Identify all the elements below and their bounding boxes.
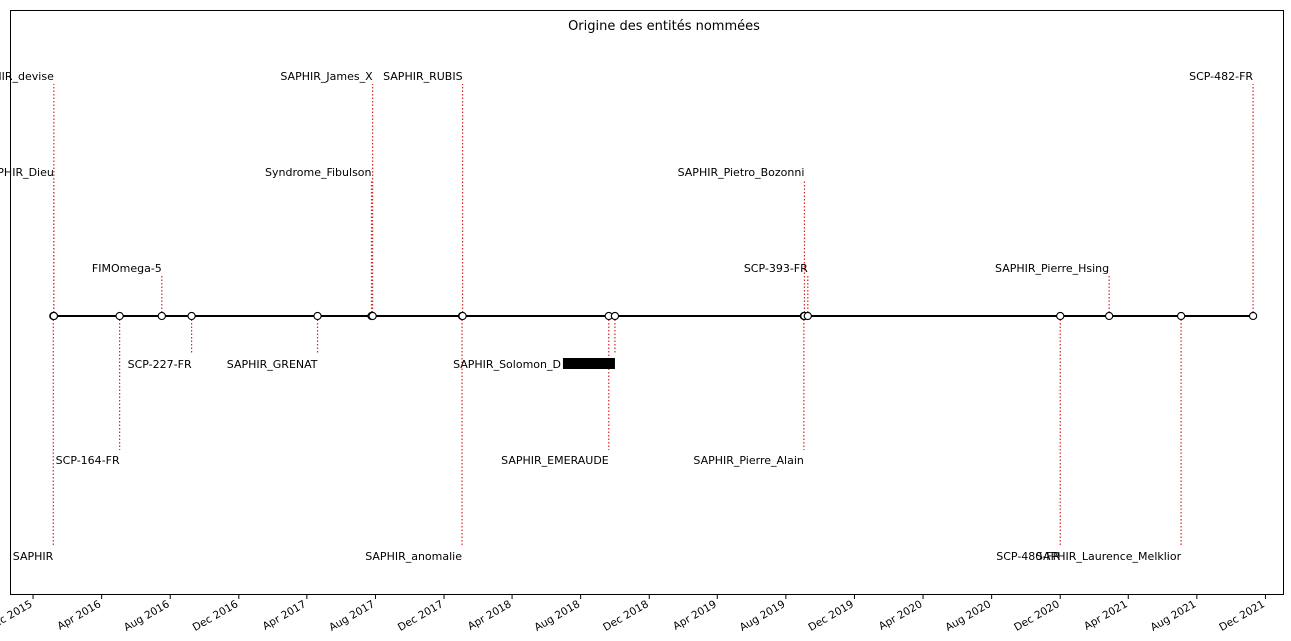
- event-label: SAPHIR_anomalie: [365, 550, 462, 563]
- event-marker: [157, 311, 166, 321]
- event-marker: [1176, 311, 1186, 321]
- event-label: SAPHIR_Pierre_Alain: [693, 454, 803, 467]
- event-label: FIMOmega-5: [92, 262, 162, 275]
- event-marker: [1056, 311, 1065, 321]
- x-tick-label: Dec 2019: [806, 598, 856, 634]
- event-marker: [187, 311, 196, 321]
- event-label: SCP-480-FR: [996, 550, 1060, 563]
- event-marker: [1104, 311, 1114, 321]
- event-label: SAPHIR_Dieu: [0, 166, 54, 179]
- x-tick-label: Aug 2018: [532, 598, 582, 634]
- x-tick-label: Aug 2020: [943, 598, 993, 634]
- event-label: SAPHIR_EMERAUDE: [501, 454, 609, 467]
- event-label: SCP-393-FR: [744, 262, 808, 275]
- event-label: SAPHIR_Pierre_Hsing: [995, 262, 1109, 275]
- event-marker: [610, 311, 620, 321]
- event-label: SCP-227-FR: [128, 358, 192, 371]
- event-label: SCP-482-FR: [1189, 70, 1253, 83]
- event-label: SAPHIR_RUBIS: [383, 70, 462, 83]
- marker-layer: [49, 311, 1258, 321]
- x-tick-label: Aug 2016: [122, 598, 172, 634]
- event-marker: [313, 311, 322, 321]
- stem-layer: [52, 84, 1254, 546]
- event-label: SAPHIR_Solomon_D: [453, 358, 561, 371]
- x-tick-label: Dec 2016: [191, 598, 241, 634]
- x-axis: Dec 2015 Apr 2016 Aug 2016 Dec 2016 Apr 2017…: [0, 594, 1284, 634]
- x-tick-label: Apr 2020: [877, 598, 925, 633]
- x-tick-label: Apr 2019: [671, 598, 719, 633]
- event-label: SAPHIR_Pietro_Bozonni: [678, 166, 805, 179]
- x-tick-label: Dec 2018: [601, 598, 651, 634]
- event-label: SAPHIR: [13, 550, 54, 563]
- redaction-bar: [562, 358, 615, 369]
- x-tick-label: Aug 2021: [1149, 598, 1199, 634]
- x-tick-label: Dec 2017: [396, 598, 446, 634]
- event-marker: [368, 311, 377, 321]
- plot-frame: [10, 10, 1284, 595]
- x-tick-label: Apr 2016: [55, 598, 103, 633]
- chart-title: Origine des entités nommées: [568, 19, 760, 34]
- x-tick-label: Dec 2020: [1012, 598, 1062, 634]
- event-label: SAPHIR_Laurence_Melklior: [1036, 550, 1182, 563]
- label-layer: SAPHIR SAPHIR_Dieu SAPHIR_devise SCP-164-FR…: [0, 70, 1253, 563]
- x-tick-label: Aug 2019: [738, 598, 788, 634]
- event-marker: [803, 311, 812, 321]
- x-tick-label: Apr 2021: [1082, 598, 1130, 633]
- event-marker: [1248, 311, 1258, 321]
- event-label: Syndrome_Fibulson: [265, 166, 371, 179]
- x-tick-label: Aug 2017: [327, 598, 377, 634]
- event-label: SAPHIR_GRENAT: [227, 358, 318, 371]
- x-tick-label: Dec 2021: [1217, 598, 1267, 634]
- x-tick-label: Dec 2015: [0, 598, 35, 634]
- event-label: SAPHIR_James_X: [280, 70, 373, 83]
- event-marker: [115, 311, 124, 321]
- event-label: SAPHIR_devise: [0, 70, 54, 83]
- event-marker: [49, 311, 59, 321]
- x-tick-label: Apr 2017: [261, 598, 309, 633]
- event-marker: [458, 311, 467, 321]
- event-label: SCP-164-FR: [56, 454, 120, 467]
- x-tick-label: Apr 2018: [466, 598, 514, 633]
